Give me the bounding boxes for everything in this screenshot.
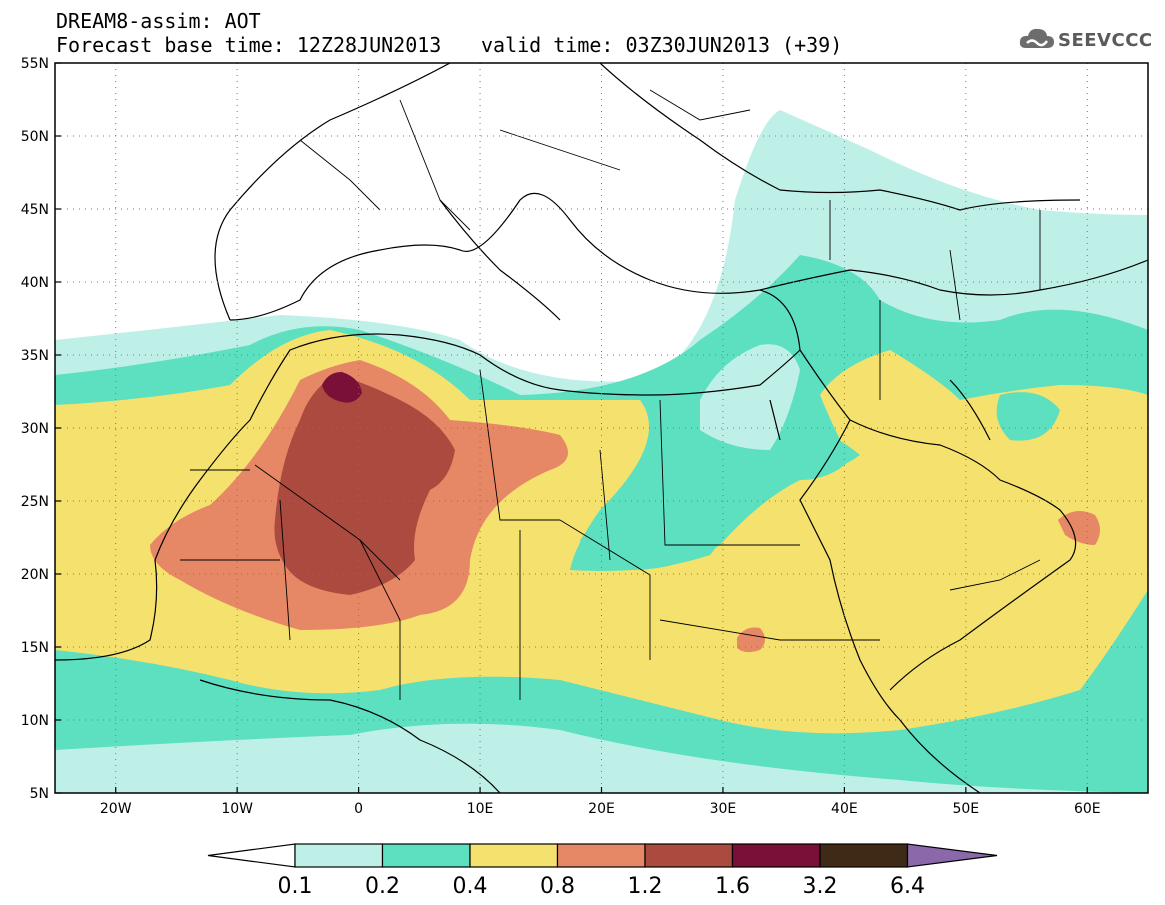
legend-label: 3.2 xyxy=(803,874,838,899)
lon-tick-label: 50E xyxy=(952,801,979,817)
lon-tick-label: 10E xyxy=(467,801,494,817)
lat-tick-label: 40N xyxy=(21,275,49,291)
legend-swatch xyxy=(819,843,909,868)
seevccc-logo: SEEVCCC xyxy=(1018,24,1153,56)
legend-label: 1.2 xyxy=(628,874,663,899)
legend-swatch xyxy=(644,843,734,868)
lat-tick-label: 55N xyxy=(21,56,49,72)
legend-label: 0.4 xyxy=(453,874,488,899)
legend-swatch xyxy=(294,843,384,868)
country-borders xyxy=(180,89,1041,700)
lon-ticks: 20W 10W 0 10E 20E 30E 40E 50E 60E xyxy=(100,787,1101,817)
valid-time: valid time: 03Z30JUN2013 (+39) xyxy=(481,33,843,57)
legend-label: 0.8 xyxy=(540,874,575,899)
cloud-icon xyxy=(1019,28,1054,48)
lon-tick-label: 0 xyxy=(354,801,363,817)
legend-swatch xyxy=(381,843,471,868)
legend-swatch xyxy=(469,843,559,868)
aot-band-1.6 xyxy=(322,372,362,403)
coastlines xyxy=(55,63,1148,793)
lat-tick-label: 25N xyxy=(21,494,49,510)
legend-above-arrow xyxy=(906,843,998,868)
lon-tick-label: 20E xyxy=(588,801,615,817)
legend-swatch xyxy=(556,843,646,868)
legend-label: 6.4 xyxy=(890,874,925,899)
legend-label: 0.2 xyxy=(365,874,400,899)
legend-swatch xyxy=(731,843,821,868)
aot-patch-0.1-levant xyxy=(700,344,800,450)
lat-tick-label: 20N xyxy=(21,567,49,583)
logo-text: SEEVCCC xyxy=(1058,30,1153,51)
graticule xyxy=(55,63,1148,793)
lat-tick-label: 35N xyxy=(21,348,49,364)
lat-tick-label: 10N xyxy=(21,713,49,729)
lat-tick-label: 50N xyxy=(21,129,49,145)
lat-tick-label: 30N xyxy=(21,421,49,437)
aot-patch-0.2-egypt xyxy=(580,397,860,570)
aot-patch-0.2-gulf xyxy=(996,392,1060,441)
lon-tick-label: 10W xyxy=(221,801,253,817)
aot-patch-0.8-oman xyxy=(1058,511,1100,545)
lon-tick-label: 60E xyxy=(1074,801,1101,817)
lon-tick-label: 30E xyxy=(710,801,737,817)
title-line-1: DREAM8-assim: AOT xyxy=(56,9,261,33)
lat-tick-label: 5N xyxy=(30,786,49,802)
lat-tick-label: 15N xyxy=(21,640,49,656)
lon-tick-label: 20W xyxy=(100,801,132,817)
legend-label: 0.1 xyxy=(278,874,313,899)
legend-below-arrow xyxy=(207,843,296,868)
legend-label: 1.6 xyxy=(715,874,750,899)
lat-ticks: 5N 10N 15N 20N 25N 30N 35N 40N 45N 50N 55N xyxy=(21,56,61,802)
lon-tick-label: 40E xyxy=(831,801,858,817)
aot-band-1.2 xyxy=(274,375,455,595)
title-line-2: Forecast base time: 12Z28JUN2013 xyxy=(56,33,442,57)
lat-tick-label: 45N xyxy=(21,202,49,218)
